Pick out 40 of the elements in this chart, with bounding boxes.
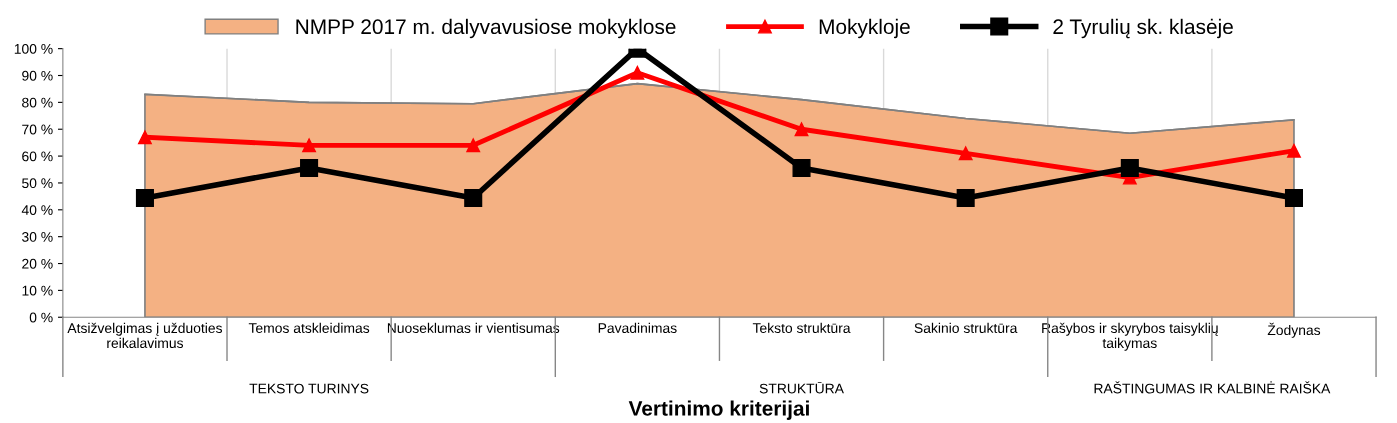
point (302, 138, 317, 153)
point (464, 188, 483, 208)
y-tick-label: 20 % (22, 258, 53, 269)
legend-label: NMPP 2017 m. dalyvavusiose mokyklose (296, 18, 676, 39)
y-tick-label: 50 % (22, 178, 53, 189)
x-tick-label: Atsižvelgimas į užduoties reikalavimus (67, 322, 223, 349)
x-tick-label: Rašybos ir skyrybos taisyklių taikymas (1042, 322, 1218, 351)
y-tick-label: 90 % (22, 70, 53, 81)
point (794, 122, 809, 137)
text: RAŠTINGUMAS IR KALBINĖ RAIŠKA (1094, 381, 1331, 394)
x-tick-label: Temos atskleidimas (248, 322, 370, 334)
y-tick-label: 10 % (22, 285, 53, 296)
legend-label: Mokykloje (819, 18, 910, 39)
x-tick-label: Žodynas (1267, 322, 1321, 338)
legend-label: 2 Tyrulių sk. klasėje (1053, 18, 1233, 39)
point (792, 158, 811, 177)
point (1287, 143, 1301, 158)
x-tick-label: Teksto struktūra (752, 322, 851, 334)
point (1120, 158, 1139, 177)
point (956, 188, 975, 208)
y-tick-label: 70 % (22, 124, 53, 135)
text: STRUKTŪRA (759, 381, 844, 394)
point (958, 146, 973, 161)
y-tick-label: 40 % (21, 205, 53, 215)
y-tick-label: 0 % (29, 312, 53, 323)
x-axis-title: Vertinimo kriterijai (628, 400, 809, 420)
x-tick-label: Sakinio struktūra (914, 322, 1018, 334)
y-tick-label: 60 % (22, 151, 53, 162)
y-tick-label: 30 % (22, 232, 53, 242)
y-tick-label: 80 % (22, 97, 53, 108)
point (300, 158, 319, 177)
x-tick-label: Pavadinimas (598, 322, 677, 334)
y-tick-label: 100 % (14, 43, 53, 54)
point (135, 188, 154, 208)
point (466, 138, 481, 153)
point (137, 130, 152, 145)
x-tick-label: Nuoseklumas ir vientisumas (387, 322, 560, 334)
text: TEKSTO TURINYS (249, 383, 369, 394)
point (630, 65, 645, 80)
point (1284, 188, 1303, 208)
